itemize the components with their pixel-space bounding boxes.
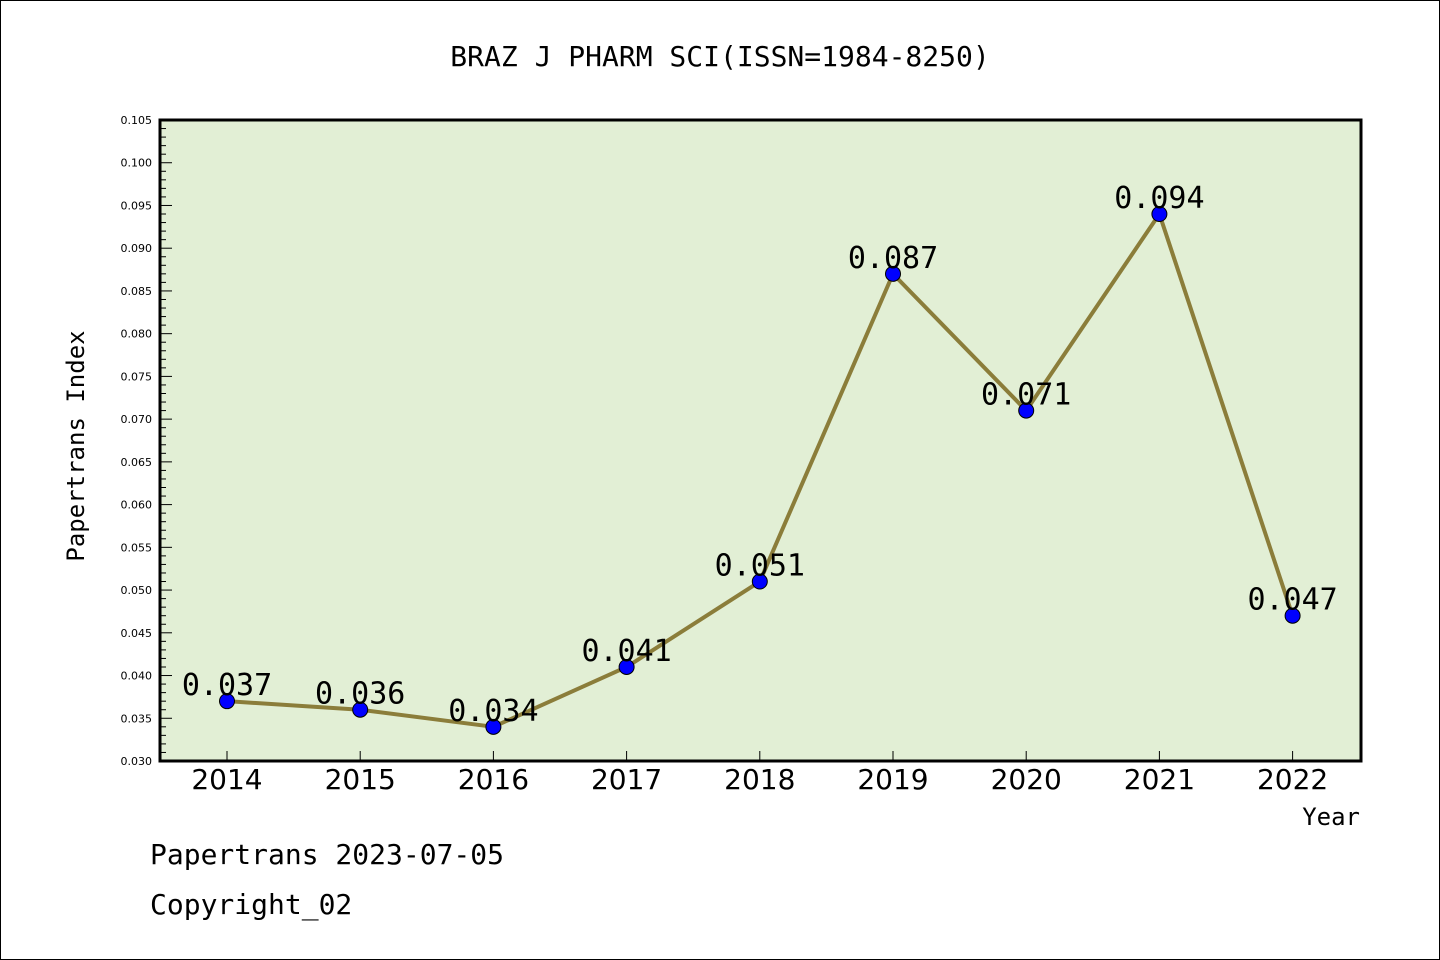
- data-label: 0.047: [1247, 583, 1337, 618]
- x-tick-label: 2020: [991, 763, 1062, 796]
- data-point: [485, 718, 502, 735]
- y-tick-label: 0.075: [121, 370, 153, 383]
- data-label: 0.087: [848, 241, 938, 276]
- y-tick-label: 0.070: [121, 413, 153, 426]
- data-point: [885, 265, 901, 282]
- data-label: 0.036: [315, 677, 405, 712]
- chart-title: BRAZ J PHARM SCI(ISSN=1984-8250): [450, 40, 989, 73]
- data-point: [1018, 402, 1035, 419]
- footer-source: Papertrans 2023-07-05: [150, 838, 504, 871]
- x-axis: 2014 2015 2016 2017 2018 2019 2020 2021 2022: [191, 751, 1328, 796]
- x-tick-label: 2017: [591, 763, 662, 796]
- y-axis-label: Papertrans Index: [62, 330, 90, 561]
- x-tick-label: 2019: [857, 763, 928, 796]
- y-tick-label: 0.045: [121, 627, 153, 640]
- y-tick-label: 0.055: [121, 541, 153, 554]
- data-label: 0.037: [182, 668, 272, 703]
- y-tick-label: 0.065: [121, 456, 153, 469]
- x-tick-label: 2021: [1124, 763, 1195, 796]
- plot-area: [160, 120, 1361, 761]
- data-point: [352, 701, 369, 718]
- y-tick-label: 0.105: [121, 114, 153, 127]
- y-axis: 0.030 0.035 0.040 0.045 0.050 0.055 0.060 0.065…: [121, 114, 172, 768]
- data-label: 0.041: [581, 634, 671, 669]
- y-tick-label: 0.090: [121, 242, 153, 255]
- data-label: 0.051: [715, 549, 805, 584]
- x-tick-label: 2014: [191, 763, 262, 796]
- y-tick-label: 0.080: [121, 328, 153, 341]
- y-tick-label: 0.030: [121, 755, 153, 768]
- y-tick-label: 0.100: [121, 157, 153, 170]
- plot-border: [158, 118, 1363, 763]
- y-tick-label: 0.085: [121, 285, 153, 298]
- footer-copyright: Copyright_02: [150, 888, 352, 922]
- data-label: 0.094: [1114, 181, 1204, 216]
- x-axis-label: Year: [1302, 803, 1360, 831]
- x-tick-label: 2015: [325, 763, 396, 796]
- data-point: [618, 658, 635, 675]
- y-tick-label: 0.035: [121, 712, 153, 725]
- data-point: [1284, 607, 1301, 624]
- data-labels: 0.037 0.036 0.034 0.041 0.051 0.087 0.071 0.094…: [182, 181, 1338, 729]
- data-point: [219, 693, 235, 710]
- x-tick-label: 2018: [724, 763, 795, 796]
- data-label: 0.034: [448, 694, 538, 729]
- data-point: [1151, 206, 1168, 223]
- data-label: 0.071: [981, 378, 1071, 413]
- y-tick-label: 0.040: [121, 670, 153, 683]
- data-point: [751, 573, 768, 590]
- x-tick-label: 2016: [458, 763, 529, 796]
- y-tick-label: 0.050: [121, 584, 153, 597]
- data-points: [219, 206, 1301, 735]
- y-tick-label: 0.060: [121, 499, 153, 512]
- x-tick-label: 2022: [1257, 763, 1328, 796]
- y-tick-label: 0.095: [121, 199, 153, 212]
